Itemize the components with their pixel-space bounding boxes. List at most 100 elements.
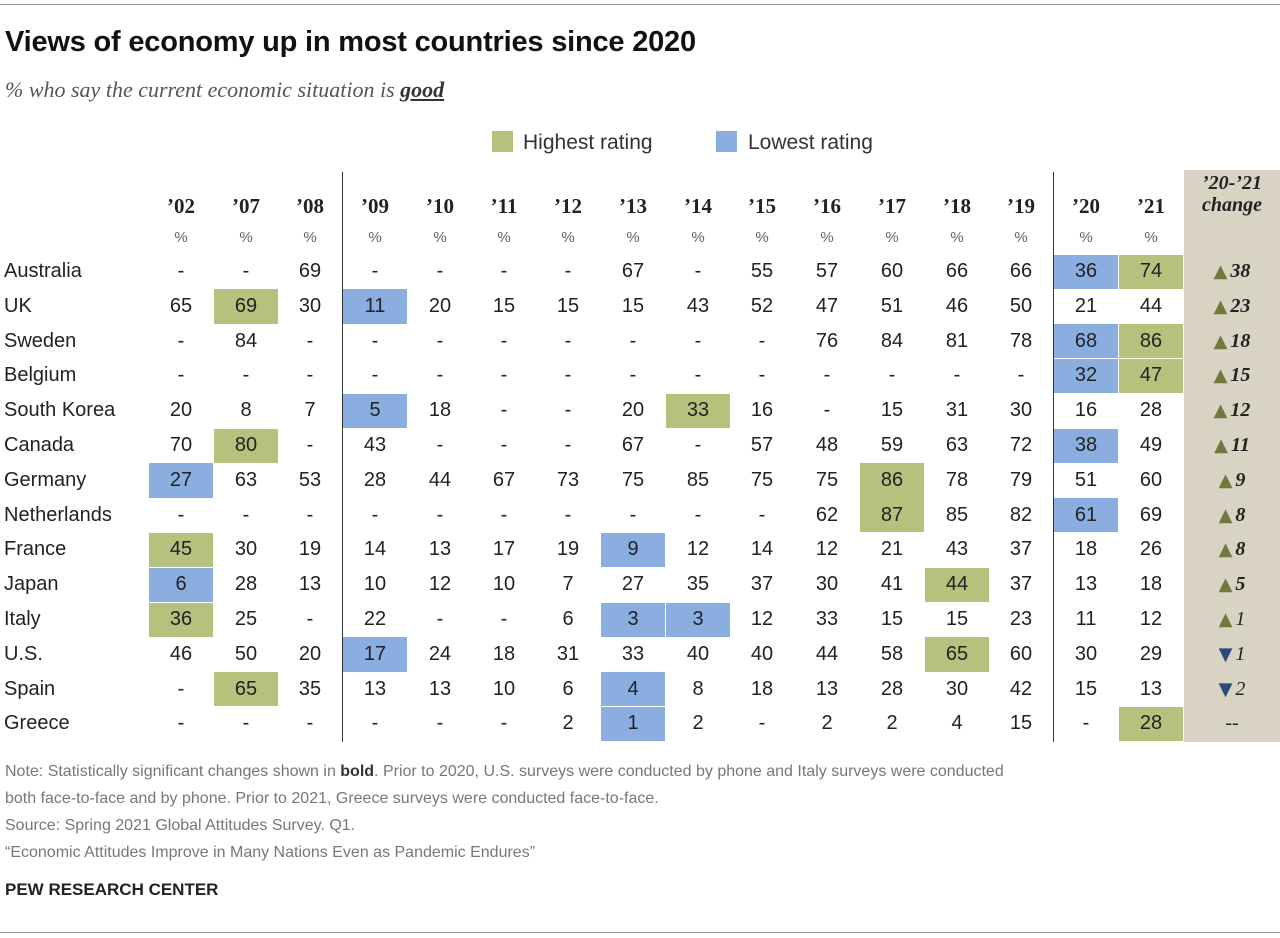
- table-cell-value: -: [177, 364, 185, 387]
- table-cell-value: 20: [621, 399, 645, 422]
- table-cell-value: 22: [363, 608, 387, 630]
- table-cell-value: 11: [1075, 608, 1097, 630]
- change-value: ▲ 23: [1184, 289, 1280, 323]
- triangle-up-icon: ▲: [1213, 330, 1228, 352]
- table-cell-value: 13: [428, 538, 452, 561]
- table-cell-value: 86: [880, 468, 904, 491]
- change-value: --: [1184, 706, 1280, 740]
- table-cell-value: 30: [234, 538, 258, 561]
- table-cell-value: 36: [1074, 260, 1098, 282]
- legend-label-highest: Highest rating: [523, 131, 653, 154]
- row-label-country: Netherlands: [4, 503, 112, 526]
- table-cell-value: 20: [428, 294, 452, 317]
- table-cell-value: 35: [298, 677, 322, 700]
- row-label-country: Sweden: [4, 329, 77, 352]
- table-cell-value: 44: [945, 573, 969, 596]
- column-header: ’09: [361, 194, 389, 218]
- triangle-up-icon: ▲: [1218, 469, 1233, 491]
- table-cell-value: 15: [1009, 712, 1033, 735]
- table-cell-value: -: [564, 364, 572, 387]
- table-cell-value: 67: [621, 260, 645, 282]
- note-rest: . Prior to 2020, U.S. surveys were condu…: [374, 763, 1004, 780]
- table-cell-value: 85: [945, 503, 969, 526]
- table-cell-value: 30: [1074, 642, 1098, 665]
- table-cell-value: 11: [364, 294, 386, 317]
- table-cell-value: -: [436, 712, 444, 735]
- table-cell-value: 3: [692, 608, 704, 630]
- table-cell-value: 50: [1009, 294, 1033, 317]
- table-cell-value: -: [888, 364, 896, 387]
- table-cell-value: 74: [1139, 260, 1163, 282]
- change-header-line-2: change: [1202, 194, 1262, 216]
- change-number: 5: [1235, 573, 1246, 596]
- table-cell-value: 12: [815, 538, 839, 561]
- triangle-up-icon: ▲: [1213, 400, 1228, 422]
- table-cell-value: 13: [298, 573, 322, 596]
- change-number: --: [1225, 712, 1239, 735]
- table-cell-value: -: [306, 364, 314, 387]
- table-cell-value: -: [564, 260, 572, 282]
- row-label-country: France: [4, 538, 67, 561]
- table-cell-value: 36: [169, 608, 193, 630]
- table-cell-value: 9: [627, 538, 639, 561]
- triangle-up-icon: ▲: [1214, 435, 1228, 456]
- table-cell-value: 70: [169, 434, 193, 456]
- table-cell-value: 28: [1139, 399, 1163, 422]
- table-cell-value: -: [436, 364, 444, 387]
- table-cell-value: 63: [234, 468, 258, 491]
- table-cell-value: 50: [234, 642, 258, 665]
- table-cell-value: 15: [556, 294, 580, 317]
- row-label-country: U.S.: [4, 642, 43, 665]
- table-cell-value: -: [500, 712, 508, 735]
- table-cell-value: 30: [815, 573, 839, 596]
- triangle-up-icon: ▲: [1213, 261, 1228, 282]
- table-cell-value: 69: [1139, 503, 1163, 526]
- table-cell-value: -: [436, 329, 444, 352]
- column-header: ’18: [943, 194, 971, 218]
- percent-unit-label: %: [1079, 229, 1093, 246]
- table-cell-value: 79: [1009, 468, 1033, 491]
- percent-unit-label: %: [691, 229, 705, 246]
- table-cell-value: 8: [240, 399, 252, 422]
- change-value: ▲ 38: [1184, 254, 1280, 288]
- column-header: ’16: [813, 194, 841, 218]
- table-cell-value: 35: [686, 573, 710, 596]
- table-cell-value: 46: [169, 642, 193, 665]
- change-value: ▲ 18: [1184, 324, 1280, 358]
- highest-rating-highlight: [860, 463, 924, 498]
- column-header: ’02: [167, 194, 195, 218]
- table-cell-value: 27: [169, 468, 193, 491]
- table-cell-value: 6: [562, 608, 574, 630]
- highest-rating-highlight: [860, 498, 924, 533]
- table-cell-value: -: [306, 434, 314, 456]
- percent-unit-label: %: [1014, 229, 1028, 246]
- change-number: 11: [1230, 434, 1250, 456]
- lowest-rating-highlight: [343, 289, 407, 324]
- table-cell-value: -: [758, 712, 766, 735]
- table-cell-value: 2: [886, 712, 898, 735]
- table-cell-value: -: [500, 329, 508, 352]
- legend-swatch-highest: [492, 131, 513, 152]
- table-cell-value: 27: [621, 573, 645, 596]
- row-label-country: Spain: [4, 677, 56, 700]
- table-cell-value: 72: [1009, 434, 1033, 456]
- table-cell-value: 46: [945, 294, 969, 317]
- percent-unit-label: %: [885, 229, 899, 246]
- highest-rating-highlight: [214, 672, 278, 707]
- table-cell-value: -: [953, 364, 961, 387]
- table-cell-value: 3: [627, 608, 639, 630]
- table-cell-value: 20: [298, 642, 322, 665]
- table-cell-value: -: [500, 399, 508, 422]
- table-cell-value: 18: [1074, 538, 1098, 561]
- column-header: ’17: [878, 194, 906, 218]
- lowest-rating-highlight: [1054, 358, 1118, 394]
- column-separator-1: [342, 172, 343, 742]
- note-text: Note: Statistically significant changes …: [5, 758, 1004, 812]
- table-cell-value: 19: [556, 538, 580, 561]
- lowest-rating-highlight: [149, 463, 213, 498]
- table-cell-value: -: [564, 503, 572, 526]
- table-cell-value: 44: [815, 642, 839, 665]
- table-cell-value: 29: [1139, 642, 1163, 665]
- table-cell-value: -: [371, 364, 379, 387]
- lowest-rating-highlight: [601, 602, 665, 637]
